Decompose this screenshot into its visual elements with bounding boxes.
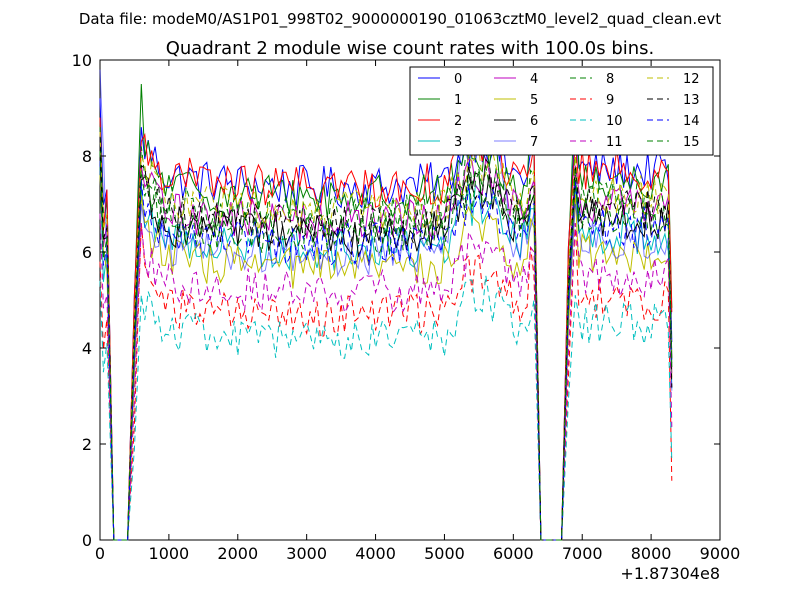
series-layer (99, 69, 673, 541)
x-tick-label: 1000 (149, 544, 190, 563)
legend-label-0: 0 (454, 72, 462, 87)
legend-label-11: 11 (606, 135, 623, 150)
legend-box (409, 66, 714, 156)
y-tick-label: 10 (72, 51, 92, 70)
x-tick-label: 3000 (286, 544, 327, 563)
series-line-4 (99, 127, 673, 541)
x-tick-label: 4000 (355, 544, 396, 563)
legend-label-1: 1 (454, 93, 462, 108)
legend-label-10: 10 (606, 114, 623, 129)
chart-title: Quadrant 2 module wise count rates with … (166, 38, 655, 59)
series-line-10 (99, 275, 673, 541)
legend-label-12: 12 (683, 72, 700, 87)
x-tick-label: 0 (95, 544, 105, 563)
x-tick-label: 2000 (217, 544, 258, 563)
legend-label-4: 4 (530, 72, 538, 87)
legend-label-15: 15 (683, 135, 700, 150)
x-tick-label: 5000 (424, 544, 465, 563)
series-line-12 (99, 131, 673, 541)
y-tick-label: 8 (82, 147, 92, 166)
y-tick-label: 6 (82, 243, 92, 262)
ticks-layer: 0 1000 2000 3000 4000 5000 6000 7000 8000 9000 0 2 4… (72, 51, 741, 563)
y-tick-label: 4 (82, 339, 92, 358)
series-line-5 (99, 175, 673, 541)
y-tick-label: 0 (82, 531, 92, 550)
legend-label-3: 3 (454, 135, 462, 150)
x-tick-label: 7000 (562, 544, 603, 563)
legend-label-8: 8 (606, 72, 614, 87)
x-tick-label: 8000 (631, 544, 672, 563)
x-offset-label: +1.87304e8 (620, 564, 720, 583)
legend-label-6: 6 (530, 114, 538, 129)
legend-label-9: 9 (606, 93, 614, 108)
series-line-2 (99, 117, 673, 541)
series-line-15 (99, 151, 673, 541)
series-line-11 (99, 213, 673, 541)
legend-label-14: 14 (683, 114, 700, 129)
series-line-14 (99, 160, 673, 541)
series-line-8 (99, 127, 673, 541)
legend-label-2: 2 (454, 114, 462, 129)
series-line-0 (99, 98, 673, 541)
legend-label-13: 13 (683, 93, 700, 108)
series-line-3 (99, 165, 673, 541)
figure-suptitle: Data file: modeM0/AS1P01_998T02_90000001… (79, 10, 721, 29)
series-line-13 (99, 136, 673, 541)
x-tick-label: 6000 (493, 544, 534, 563)
legend-label-5: 5 (530, 93, 538, 108)
y-tick-label: 2 (82, 435, 92, 454)
legend-label-7: 7 (530, 135, 538, 150)
series-line-9 (99, 223, 673, 541)
x-tick-label: 9000 (700, 544, 741, 563)
